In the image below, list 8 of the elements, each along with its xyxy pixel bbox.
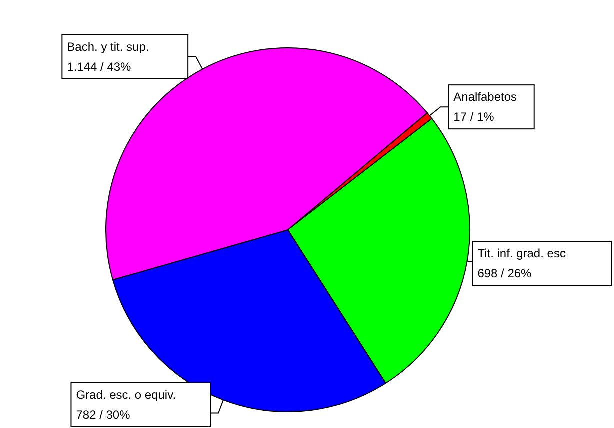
slice-label: Bach. y tit. sup. [67,40,150,54]
slice-label: Grad. esc. o equiv. [76,388,176,402]
slice-label: Analfabetos [454,90,518,104]
data-label: 698 / 26% [478,266,532,281]
data-label: 17 / 1% [454,110,495,124]
data-label: 1.144 / 43% [67,60,132,74]
data-label: 782 / 30% [76,408,131,422]
slice-label: Tit. inf. grad. esc [478,246,566,261]
